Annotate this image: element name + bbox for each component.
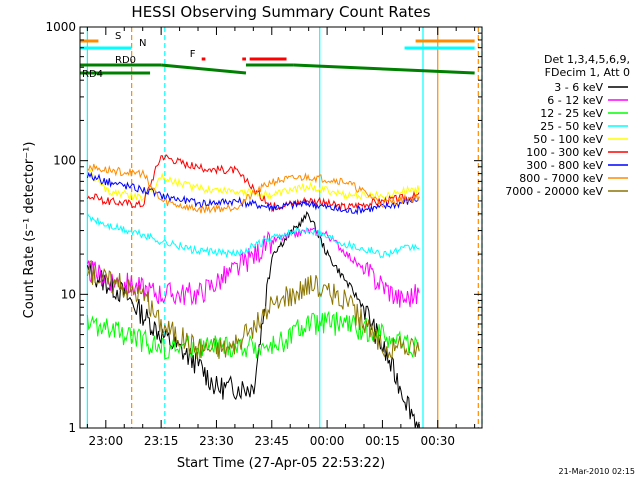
series-line-7000-20000kev	[86, 259, 420, 359]
series-line-6-12kev	[86, 227, 420, 308]
timestamp: 21-Mar-2010 02:15	[559, 467, 636, 476]
chart-title: HESSI Observing Summary Count Rates	[131, 3, 430, 21]
status-bar-rd0-segment	[293, 63, 475, 75]
series-line-3-6kev	[86, 210, 420, 429]
series-line-100-300kev	[86, 154, 420, 213]
status-bar-label-f: F	[190, 49, 196, 60]
legend-entry-label: 50 - 100 keV	[533, 133, 603, 146]
x-tick-label: 00:00	[310, 434, 345, 448]
status-bar-label-s: S	[115, 31, 121, 42]
series-line-25-50kev	[86, 213, 420, 259]
y-axis: 1 10 100 1000	[45, 20, 482, 435]
x-tick-label: 00:30	[420, 434, 455, 448]
legend: Det 1,3,4,5,6,9,FDecim 1, Att 0 3 - 6 keV…	[505, 53, 630, 198]
y-axis-label: Count Rate (s⁻¹ detector⁻¹)	[22, 142, 37, 319]
series-line-300-800kev	[86, 171, 420, 216]
legend-entry-label: 100 - 300 keV	[526, 146, 603, 159]
legend-header-line: Det 1,3,4,5,6,9,	[544, 53, 630, 66]
legend-entry-label: 7000 - 20000 keV	[505, 185, 603, 198]
x-tick-label: 23:45	[254, 434, 289, 448]
x-tick-label: 23:30	[199, 434, 234, 448]
plot-area: S N F RD0 RD4	[80, 27, 483, 429]
legend-entry-label: 6 - 12 keV	[547, 94, 603, 107]
status-bar-label-n: N	[139, 38, 146, 49]
legend-header-line: FDecim 1, Att 0	[545, 66, 630, 79]
legend-entry-label: 300 - 800 keV	[526, 159, 603, 172]
x-tick-label: 23:15	[144, 434, 179, 448]
legend-entry-label: 3 - 6 keV	[554, 81, 603, 94]
legend-entry-label: 12 - 25 keV	[540, 107, 603, 120]
x-axis: 23:00 23:15 23:30 23:45 00:00 00:15 00:30	[86, 27, 476, 448]
y-tick-label: 10	[61, 287, 76, 301]
y-tick-label: 1	[68, 421, 76, 435]
legend-entry-label: 25 - 50 keV	[540, 120, 603, 133]
legend-entry-label: 800 - 7000 keV	[519, 172, 603, 185]
plot-frame	[79, 26, 483, 429]
y-tick-label: 100	[53, 154, 76, 168]
x-tick-label: 23:00	[89, 434, 124, 448]
x-axis-label: Start Time (27-Apr-05 22:53:22)	[177, 456, 385, 471]
status-bar-label-rd0: RD0	[115, 55, 136, 66]
status-bar-label-rd4: RD4	[82, 69, 103, 80]
y-tick-label: 1000	[45, 20, 76, 34]
status-bar-rd0-segment	[160, 63, 247, 75]
x-tick-label: 00:15	[365, 434, 400, 448]
series-line-12-25kev	[86, 310, 420, 360]
series-line-800-7000kev	[87, 163, 420, 214]
